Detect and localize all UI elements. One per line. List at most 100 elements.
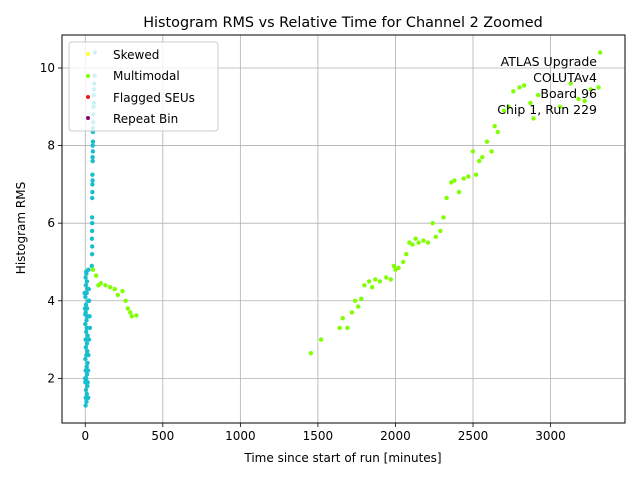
point-normal [83, 321, 88, 327]
legend-item-repeat-bin: Repeat Bin [86, 112, 178, 126]
point-multimodal [528, 100, 533, 106]
point-multimodal [308, 351, 314, 356]
point-normal [83, 403, 88, 408]
point-multimodal [433, 234, 438, 239]
legend-label-multimodal: Multimodal [113, 69, 180, 83]
point-multimodal [506, 104, 511, 110]
point-normal [83, 345, 89, 350]
plot-frame [61, 34, 626, 424]
point-normal [85, 380, 90, 385]
point-multimodal [318, 337, 324, 342]
point-multimodal [484, 139, 490, 144]
point-normal [87, 314, 92, 319]
point-normal [90, 155, 95, 160]
x-tick-label: 1000 [225, 429, 256, 443]
point-normal [89, 215, 95, 220]
point-normal [90, 244, 95, 249]
point-normal [84, 391, 90, 397]
legend: Skewed Multimodal Flagged SEUs Repeat Bi… [68, 41, 219, 132]
point-multimodal [359, 296, 364, 301]
y-tick-label: 4 [47, 294, 55, 308]
point-normal [84, 399, 89, 404]
point-normal [90, 158, 95, 164]
legend-marker-repeat-bin [86, 116, 90, 120]
x-tick-label: 2500 [458, 429, 489, 443]
point-normal [84, 279, 90, 284]
point-multimodal [352, 298, 358, 303]
point-multimodal [404, 252, 409, 257]
legend-box [68, 41, 219, 132]
point-multimodal [93, 273, 99, 278]
point-multimodal [477, 158, 482, 164]
point-normal [86, 337, 92, 342]
point-multimodal [473, 172, 479, 177]
point-normal [90, 139, 96, 144]
point-normal [90, 182, 95, 187]
point-multimodal [90, 267, 96, 272]
point-multimodal [444, 195, 449, 201]
legend-item-skewed: Skewed [86, 48, 159, 62]
point-multimodal [112, 286, 117, 292]
legend-item-flagged-seus: Flagged SEUs [86, 91, 195, 105]
point-normal [84, 329, 89, 334]
y-tick-label: 6 [47, 216, 55, 230]
legend-label-flagged-seus: Flagged SEUs [113, 91, 195, 105]
point-normal [83, 294, 88, 300]
point-multimodal [129, 314, 134, 319]
point-normal [82, 290, 87, 296]
point-multimodal [384, 275, 389, 280]
point-normal [84, 269, 89, 274]
x-axis-label: Time since start of run [minutes] [243, 451, 441, 465]
point-normal [82, 376, 88, 381]
y-tick-label: 10 [40, 61, 55, 75]
point-multimodal [588, 87, 594, 92]
x-tick-label: 0 [81, 429, 89, 443]
point-normal [84, 364, 89, 369]
point-normal [86, 352, 91, 358]
point-normal [87, 325, 93, 331]
legend-label-repeat-bin: Repeat Bin [113, 112, 178, 126]
point-normal [86, 286, 91, 292]
legend-label-skewed: Skewed [113, 48, 159, 62]
point-multimodal [388, 277, 393, 282]
point-multimodal [557, 104, 563, 110]
point-multimodal [349, 310, 355, 315]
point-normal [83, 337, 88, 342]
point-multimodal [120, 288, 125, 294]
point-multimodal [480, 155, 485, 160]
point-normal [90, 195, 95, 201]
y-tick-label: 8 [47, 139, 55, 153]
legend-marker-multimodal [86, 74, 90, 78]
point-multimodal [128, 310, 133, 315]
point-multimodal [345, 325, 350, 331]
point-multimodal [340, 316, 345, 321]
point-multimodal [115, 292, 121, 298]
point-multimodal [421, 238, 426, 243]
point-normal [85, 333, 90, 338]
point-multimodal [410, 242, 415, 247]
point-normal [84, 325, 90, 331]
point-multimodal [598, 50, 603, 55]
point-normal [83, 312, 88, 317]
point-multimodal [517, 85, 522, 90]
point-multimodal [134, 313, 139, 318]
point-multimodal [495, 129, 500, 135]
point-normal [86, 395, 91, 400]
point-multimodal [531, 116, 536, 121]
point-multimodal [391, 263, 397, 269]
point-multimodal [430, 221, 435, 226]
annotation-line-3: Board 96 [540, 86, 597, 101]
point-multimodal [98, 281, 104, 286]
point-multimodal [396, 265, 401, 270]
point-multimodal [489, 149, 494, 154]
point-multimodal [456, 189, 462, 195]
point-normal [90, 178, 95, 183]
point-normal [83, 387, 89, 393]
legend-marker-flagged-seus [86, 95, 90, 99]
point-multimodal [416, 240, 421, 245]
point-multimodal [576, 96, 581, 102]
point-multimodal [522, 83, 527, 88]
point-multimodal [362, 283, 367, 288]
point-normal [90, 189, 95, 195]
